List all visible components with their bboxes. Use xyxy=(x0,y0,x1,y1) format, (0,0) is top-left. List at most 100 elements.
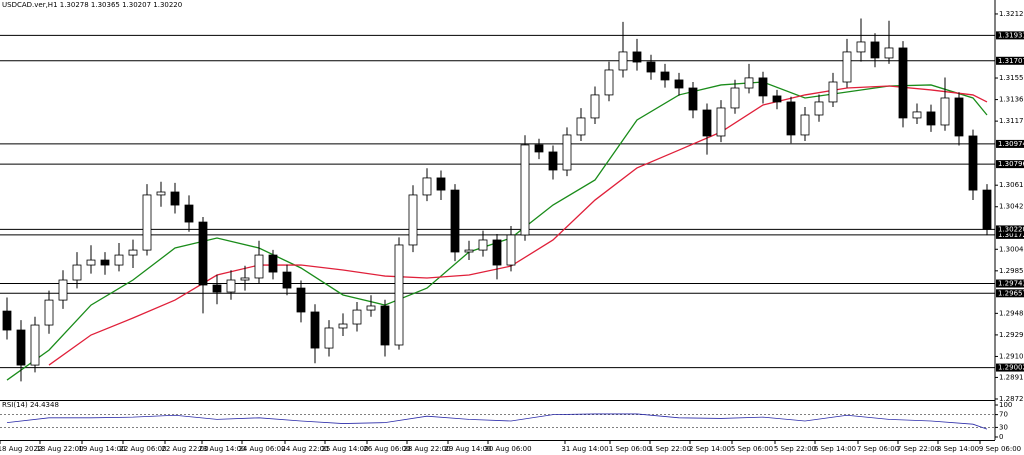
y-tick-label: 1.29100 xyxy=(999,352,1024,360)
candle-body xyxy=(30,324,40,366)
candle-body xyxy=(16,329,26,366)
time-label: 18 Aug 2022 xyxy=(0,445,42,453)
y-tick-label: 1.29480 xyxy=(999,309,1024,317)
candle-body xyxy=(436,177,446,191)
y-tick-label: 1.31555 xyxy=(999,74,1024,82)
candle-body xyxy=(506,234,516,266)
time-label: 24 Aug 06:00 xyxy=(238,445,285,453)
candle-body xyxy=(114,254,124,266)
candle-body xyxy=(58,279,68,301)
candle-body xyxy=(142,194,152,251)
candle-body xyxy=(450,189,460,253)
candle-body xyxy=(422,177,432,196)
candle-body xyxy=(772,95,782,103)
time-label: 30 Aug 06:00 xyxy=(484,445,531,453)
y-tick-label: 1.29855 xyxy=(999,267,1024,275)
candle-body xyxy=(674,79,684,89)
level-box xyxy=(996,279,1024,288)
time-label: 31 Aug 14:00 xyxy=(561,445,608,453)
time-label: 5 Sep 06:00 xyxy=(731,445,773,453)
time-label: 8 Sep 14:00 xyxy=(937,445,979,453)
candle-body xyxy=(324,327,334,349)
candle-body xyxy=(352,309,362,325)
candle-body xyxy=(548,151,558,171)
candle-body xyxy=(982,189,992,230)
candle-body xyxy=(702,109,712,137)
time-label: 23 Aug 14:00 xyxy=(198,445,245,453)
time-label: 19 Aug 14:00 xyxy=(78,445,125,453)
candle-body xyxy=(72,264,82,281)
y-tick-label: 1.31365 xyxy=(999,96,1024,104)
candle-body xyxy=(646,61,656,73)
level-box xyxy=(996,56,1024,65)
current-price-box xyxy=(996,225,1024,234)
candle-body xyxy=(520,144,530,236)
plot xyxy=(0,18,995,382)
candle-body xyxy=(478,239,488,251)
level-label: 1.29743 xyxy=(998,280,1024,288)
candle-body xyxy=(744,77,754,89)
candle-body xyxy=(898,47,908,119)
candle-body xyxy=(912,111,922,119)
y-tick-label: 1.32120 xyxy=(999,10,1024,18)
candle-body xyxy=(338,323,348,329)
y-tick-label: 1.30420 xyxy=(999,203,1024,211)
rsi-tick-label: 30 xyxy=(999,423,1008,431)
current-price-label: 1.30220 xyxy=(998,225,1024,233)
time-label: 28 Aug 22:00 xyxy=(403,445,450,453)
candle-body xyxy=(828,81,838,103)
y-tick-label: 1.31175 xyxy=(999,117,1024,125)
time-label: 22 Aug 06:00 xyxy=(119,445,166,453)
candle-body xyxy=(254,254,264,279)
time-label: 1 Sep 06:00 xyxy=(609,445,651,453)
y-tick-label: 1.29290 xyxy=(999,331,1024,339)
time-label: 22 Aug 22:00 xyxy=(161,445,208,453)
candle-body xyxy=(562,134,572,171)
candle-body xyxy=(632,51,642,63)
candle-body xyxy=(926,111,936,126)
candle-body xyxy=(688,87,698,111)
level-box xyxy=(996,289,1024,298)
candle-body xyxy=(366,305,376,311)
candle-body xyxy=(814,101,824,116)
time-label: 1 Sep 22:00 xyxy=(649,445,691,453)
candle-body xyxy=(240,277,250,281)
candle-body xyxy=(198,221,208,286)
candle-body xyxy=(380,305,390,346)
time-label: 25 Aug 14:00 xyxy=(321,445,368,453)
candle-body xyxy=(268,254,278,273)
candle-body xyxy=(660,71,670,81)
candle-body xyxy=(408,194,418,246)
time-label: 9 Sep 06:00 xyxy=(979,445,1021,453)
candle-body xyxy=(576,117,586,136)
rsi-tick-label: 0 xyxy=(999,433,1003,441)
candle-body xyxy=(954,97,964,137)
candle-body xyxy=(226,279,236,293)
time-label: 29 Aug 14:00 xyxy=(444,445,491,453)
time-label: 7 Sep 06:00 xyxy=(857,445,899,453)
y-tick-label: 1.28725 xyxy=(999,395,1024,403)
candle-body xyxy=(716,107,726,137)
level-box xyxy=(996,363,1024,372)
candle-body xyxy=(884,47,894,59)
rsi-label: RSI(14) 24.4348 xyxy=(2,401,59,409)
y-tick-label: 1.30045 xyxy=(999,245,1024,253)
candle-body xyxy=(618,51,628,71)
chart-title: USDCAD.ver,H1 1.30278 1.30365 1.30207 1.… xyxy=(2,1,182,9)
candle-body xyxy=(604,69,614,96)
candle-body xyxy=(870,41,880,59)
time-label: 24 Aug 22:00 xyxy=(281,445,328,453)
time-label: 2 Sep 14:00 xyxy=(689,445,731,453)
level-label: 1.30172 xyxy=(998,231,1024,239)
time-label: 18 Aug 22:00 xyxy=(36,445,83,453)
level-label: 1.30796 xyxy=(998,160,1024,168)
candle-body xyxy=(184,204,194,223)
time-label: 5 Sep 22:00 xyxy=(774,445,816,453)
candle-body xyxy=(968,135,978,191)
candle-body xyxy=(464,249,474,253)
level-label: 1.30974 xyxy=(998,140,1024,148)
level-box xyxy=(996,31,1024,40)
candle-body xyxy=(856,41,866,53)
